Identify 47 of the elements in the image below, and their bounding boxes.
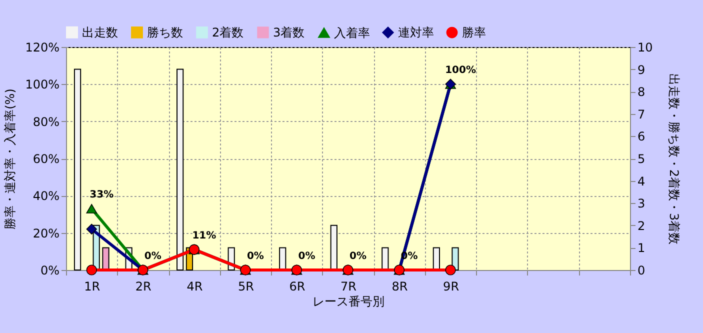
data-label: 100% [445,65,476,76]
y-tick-label: 40% [32,189,60,204]
data-label: 11% [192,230,216,242]
point [86,224,97,234]
y-tick-label: 60% [32,152,60,166]
x-tick-label: 9R [443,280,460,294]
y2-tick-label: 5 [638,152,646,166]
y2-tick-label: 8 [638,85,646,100]
legend-label: 出走数 [82,25,118,40]
y2-tick-label: 0 [638,264,646,278]
y2-tick-label: 9 [638,62,646,77]
legend-label: 入着率 [334,26,370,40]
y-tick-label: 0% [40,264,60,278]
y2-tick-label: 1 [638,241,646,256]
y2-tick-label: 10 [638,40,653,54]
y2-tick-label: 4 [638,174,646,188]
x-tick-label: 4R [186,280,203,294]
data-label: 0% [144,251,162,262]
legend-label: 連対率 [398,26,434,40]
point [445,264,456,276]
data-label: 0% [246,251,264,262]
y-tick-label: 20% [32,226,60,240]
x-tick-label: 8R [392,280,408,294]
x-tick-label: 5R [238,280,254,294]
point [86,264,97,276]
x-tick-label: 1R [84,280,100,294]
x-axis-title: レース番号別 [312,294,384,308]
x-tick-label: 6R [289,280,306,294]
legend-label: 勝率 [462,26,486,40]
point [86,204,98,214]
y-tick-label: 100% [25,78,60,92]
y-tick-label: 120% [25,40,60,54]
legend-label: 勝ち数 [147,25,183,40]
data-label: 33% [90,190,114,201]
legend-label: 3着数 [273,25,305,40]
y2-tick-label: 7 [638,107,646,122]
y2-tick-label: 2 [638,218,646,233]
data-label: 0% [350,251,366,262]
legend-label: 2着数 [212,25,244,40]
y-axis-title: 勝率・連対率・入着率(%) [3,88,18,230]
y-tick-label: 80% [32,114,60,129]
x-tick-label: 7R [340,280,356,294]
x-tick-label: 2R [135,280,152,294]
y2-axis-title: 出走数・勝ち数・2着数・3着数 [666,73,681,245]
y2-tick-label: 6 [638,130,646,144]
data-label: 0% [298,251,316,262]
y2-tick-label: 3 [638,196,646,211]
